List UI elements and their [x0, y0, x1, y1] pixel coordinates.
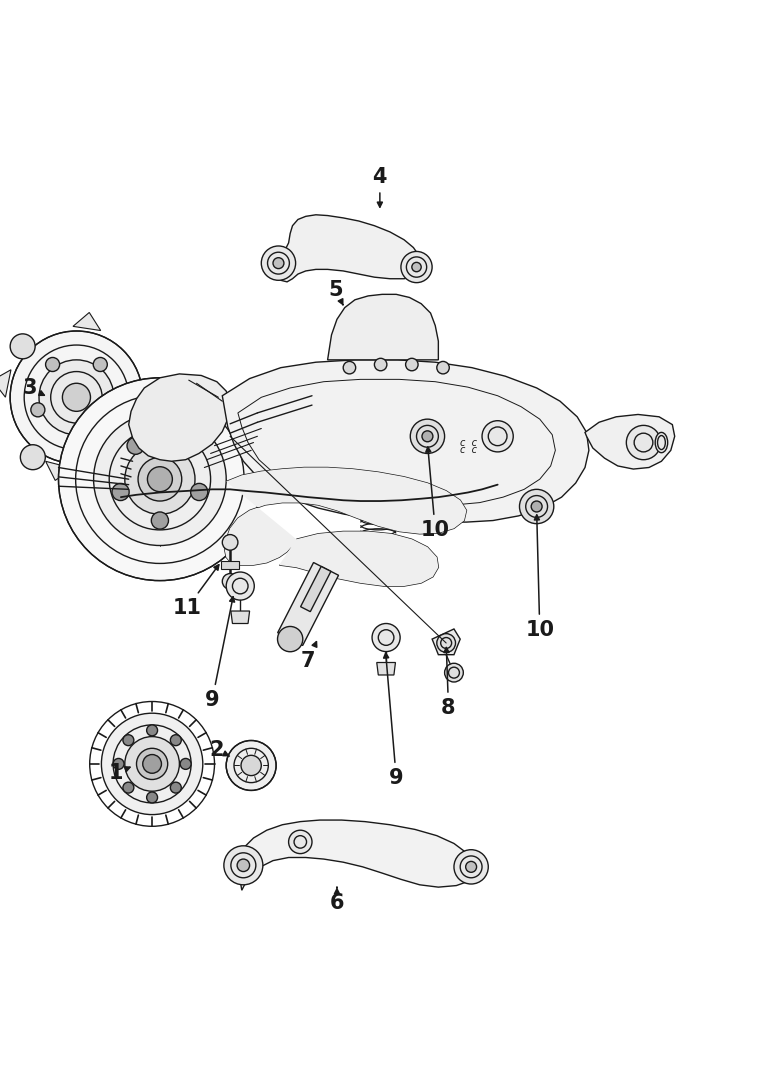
Circle shape: [125, 736, 179, 791]
Circle shape: [374, 358, 387, 371]
Polygon shape: [377, 662, 395, 675]
Circle shape: [147, 467, 172, 492]
Circle shape: [180, 758, 191, 769]
Polygon shape: [328, 295, 438, 360]
Circle shape: [136, 748, 168, 779]
Circle shape: [531, 501, 542, 512]
Circle shape: [519, 490, 554, 524]
Circle shape: [147, 792, 158, 803]
Circle shape: [39, 360, 114, 434]
Text: 6: 6: [330, 887, 344, 913]
Circle shape: [437, 634, 456, 652]
Text: c  c: c c: [459, 445, 477, 455]
Polygon shape: [73, 312, 101, 331]
Circle shape: [412, 262, 421, 272]
Circle shape: [113, 758, 124, 769]
Text: 5: 5: [328, 279, 343, 305]
Circle shape: [237, 859, 250, 872]
Circle shape: [58, 377, 261, 580]
Circle shape: [143, 755, 161, 774]
Polygon shape: [300, 566, 331, 612]
Circle shape: [466, 862, 477, 873]
Text: 8: 8: [441, 647, 456, 718]
Circle shape: [372, 623, 400, 651]
Circle shape: [437, 361, 449, 374]
Text: 9: 9: [384, 652, 403, 788]
Circle shape: [343, 361, 356, 374]
Circle shape: [226, 741, 276, 790]
Polygon shape: [221, 561, 239, 568]
Circle shape: [261, 245, 296, 280]
Text: 4: 4: [373, 167, 387, 207]
Circle shape: [410, 419, 445, 454]
Circle shape: [123, 782, 134, 793]
Circle shape: [170, 782, 181, 793]
Polygon shape: [46, 461, 73, 480]
Polygon shape: [0, 370, 11, 397]
Circle shape: [406, 358, 418, 371]
Circle shape: [289, 830, 312, 853]
Circle shape: [138, 457, 182, 501]
Circle shape: [241, 755, 261, 776]
Text: 3: 3: [23, 377, 44, 398]
Circle shape: [222, 574, 238, 589]
Polygon shape: [222, 360, 589, 523]
Polygon shape: [231, 611, 250, 623]
Text: 10: 10: [420, 447, 450, 540]
Circle shape: [626, 425, 661, 459]
Circle shape: [129, 420, 154, 445]
Circle shape: [176, 437, 193, 454]
Circle shape: [151, 512, 168, 529]
Circle shape: [10, 334, 35, 359]
Circle shape: [422, 431, 433, 442]
Circle shape: [10, 331, 143, 464]
Polygon shape: [273, 215, 421, 281]
Circle shape: [112, 483, 129, 501]
Circle shape: [337, 323, 349, 335]
Circle shape: [125, 444, 195, 514]
Circle shape: [20, 445, 45, 470]
Polygon shape: [343, 317, 356, 327]
Text: 10: 10: [525, 515, 555, 639]
Circle shape: [278, 626, 303, 651]
Text: 1: 1: [108, 764, 130, 783]
Circle shape: [31, 403, 45, 417]
Text: c  c: c c: [459, 437, 477, 447]
Circle shape: [94, 412, 226, 546]
Circle shape: [127, 437, 144, 454]
Circle shape: [222, 535, 238, 550]
Polygon shape: [238, 820, 476, 890]
Text: 2: 2: [210, 740, 229, 759]
Circle shape: [273, 257, 284, 268]
Circle shape: [454, 850, 488, 884]
Polygon shape: [432, 628, 460, 655]
Circle shape: [482, 421, 513, 452]
Circle shape: [45, 358, 59, 372]
Polygon shape: [278, 563, 339, 646]
Circle shape: [101, 714, 203, 815]
Circle shape: [170, 734, 181, 745]
Circle shape: [445, 663, 463, 682]
Circle shape: [224, 846, 263, 885]
Circle shape: [94, 358, 108, 372]
Polygon shape: [225, 468, 466, 586]
Text: 9: 9: [205, 597, 235, 710]
Circle shape: [190, 483, 207, 501]
Circle shape: [69, 431, 83, 445]
Text: 11: 11: [172, 565, 219, 618]
Circle shape: [226, 572, 254, 600]
Circle shape: [108, 403, 122, 417]
Circle shape: [62, 383, 90, 411]
Polygon shape: [139, 405, 158, 431]
Circle shape: [147, 724, 158, 735]
Circle shape: [123, 734, 134, 745]
Polygon shape: [585, 415, 675, 469]
Ellipse shape: [655, 432, 668, 453]
Text: 7: 7: [301, 642, 317, 671]
Circle shape: [401, 251, 432, 283]
Polygon shape: [129, 374, 230, 461]
